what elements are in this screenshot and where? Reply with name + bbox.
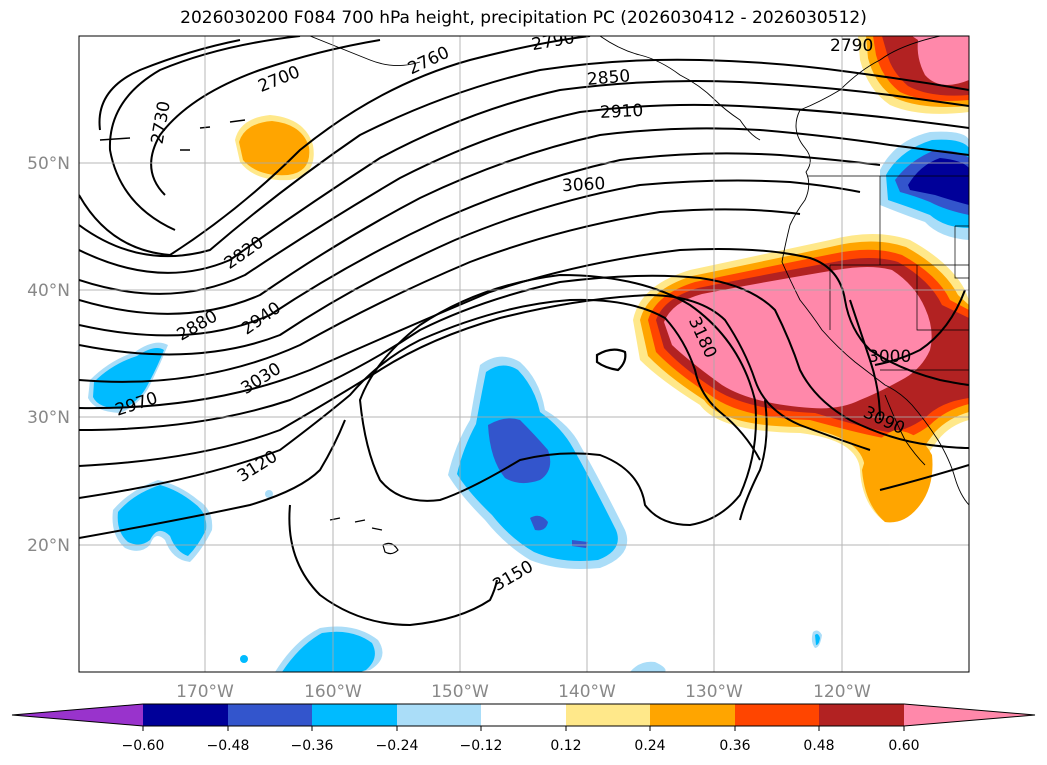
colorbar-bin <box>819 704 904 726</box>
lat-label: 20°N <box>27 536 70 556</box>
lon-label: 170°W <box>176 682 234 702</box>
latitude-labels: 50°N 40°N 30°N 20°N <box>27 154 70 556</box>
colorbar-bin <box>735 704 819 726</box>
contour-label: 3000 <box>868 347 911 367</box>
lon-label: 130°W <box>685 682 743 702</box>
lon-label: 120°W <box>813 682 871 702</box>
contour-label: 2790 <box>830 36 873 56</box>
colorbar-bin <box>312 704 397 726</box>
lon-label: 140°W <box>558 682 616 702</box>
contour-label: 3060 <box>562 174 606 196</box>
map-title: 2026030200 F084 700 hPa height, precipit… <box>180 8 867 28</box>
colorbar-bin <box>650 704 735 726</box>
colorbar-tick: 0.48 <box>803 738 834 754</box>
longitude-labels: 170°W 160°W 150°W 140°W 130°W 120°W <box>176 682 871 702</box>
height-contours <box>79 36 969 627</box>
colorbar-tick: −0.48 <box>207 738 250 754</box>
colorbar-bin <box>228 704 312 726</box>
lat-label: 40°N <box>27 281 70 301</box>
colorbar-bin <box>143 704 228 726</box>
colorbar-tick: −0.60 <box>122 738 165 754</box>
colorbar-tick: 0.60 <box>888 738 919 754</box>
lat-label: 50°N <box>27 154 70 174</box>
colorbar-extend-high <box>904 704 1035 726</box>
colorbar-tick: −0.24 <box>376 738 419 754</box>
colorbar-bin <box>481 704 566 726</box>
lat-label: 30°N <box>27 408 70 428</box>
colorbar-tick: 0.24 <box>634 738 665 754</box>
colorbar-extend-low <box>12 704 143 726</box>
coastlines <box>99 36 969 555</box>
contour-label: 2850 <box>586 66 631 90</box>
precip-shading <box>88 36 969 672</box>
graticule <box>79 36 969 672</box>
colorbar-bin <box>566 704 650 726</box>
colorbar: −0.60 −0.48 −0.36 −0.24 −0.12 0.12 0.24 … <box>11 703 1036 754</box>
lon-label: 150°W <box>431 682 489 702</box>
lon-label: 160°W <box>304 682 362 702</box>
map-frame <box>78 35 970 673</box>
colorbar-tick: −0.12 <box>460 738 503 754</box>
contour-label: 2910 <box>600 101 644 123</box>
colorbar-tick: 0.12 <box>550 738 581 754</box>
colorbar-tick: 0.36 <box>719 738 750 754</box>
colorbar-bin <box>397 704 481 726</box>
colorbar-tick: −0.36 <box>291 738 334 754</box>
